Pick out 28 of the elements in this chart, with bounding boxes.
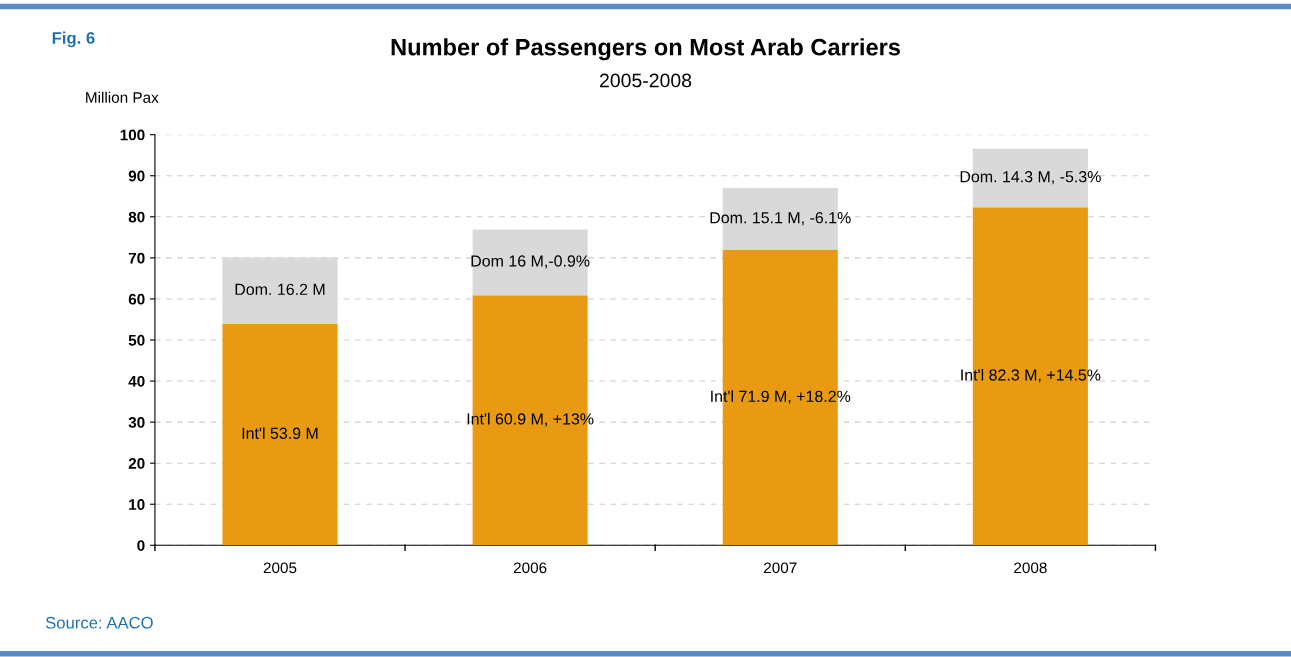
bar — [222, 323, 338, 546]
x-tick-label: 2005 — [263, 562, 297, 574]
source-note: Source: AACO — [45, 616, 153, 629]
x-tick-label: 2006 — [513, 562, 547, 574]
y-tick-label: 10 — [129, 499, 145, 510]
data-label: Dom 16 M,-0.9% — [471, 255, 590, 269]
data-label: Int'l 53.9 M — [242, 427, 318, 439]
data-label: Dom. 15.1 M, -6.1% — [710, 212, 851, 226]
y-tick-label: 30 — [128, 416, 145, 428]
bar — [222, 257, 338, 324]
y-tick-label: 0 — [137, 540, 145, 551]
y-tick-label: 40 — [128, 375, 145, 387]
x-tick-label: 2007 — [764, 562, 797, 574]
data-label: Dom. 14.3 M, -5.3% — [960, 170, 1101, 185]
y-tick-label: 100 — [120, 129, 145, 141]
y-axis-title: Million Pax — [86, 91, 159, 103]
y-tick-label: 50 — [128, 334, 145, 346]
y-tick-label: 60 — [128, 293, 145, 305]
bar — [472, 229, 588, 296]
caption: Fig. 6 — [52, 31, 95, 48]
chart-title: Number of Passengers on Most Arab Carriers — [391, 38, 900, 61]
x-tick-label: 2008 — [1014, 562, 1047, 574]
data-label: Dom. 16.2 M — [235, 283, 325, 296]
y-tick-label: 80 — [128, 211, 145, 223]
y-tick-label: 90 — [128, 170, 145, 182]
chart-subtitle: 2005-2008 — [599, 73, 692, 88]
y-tick-label: 70 — [128, 252, 145, 264]
y-tick-label: 20 — [128, 458, 145, 469]
